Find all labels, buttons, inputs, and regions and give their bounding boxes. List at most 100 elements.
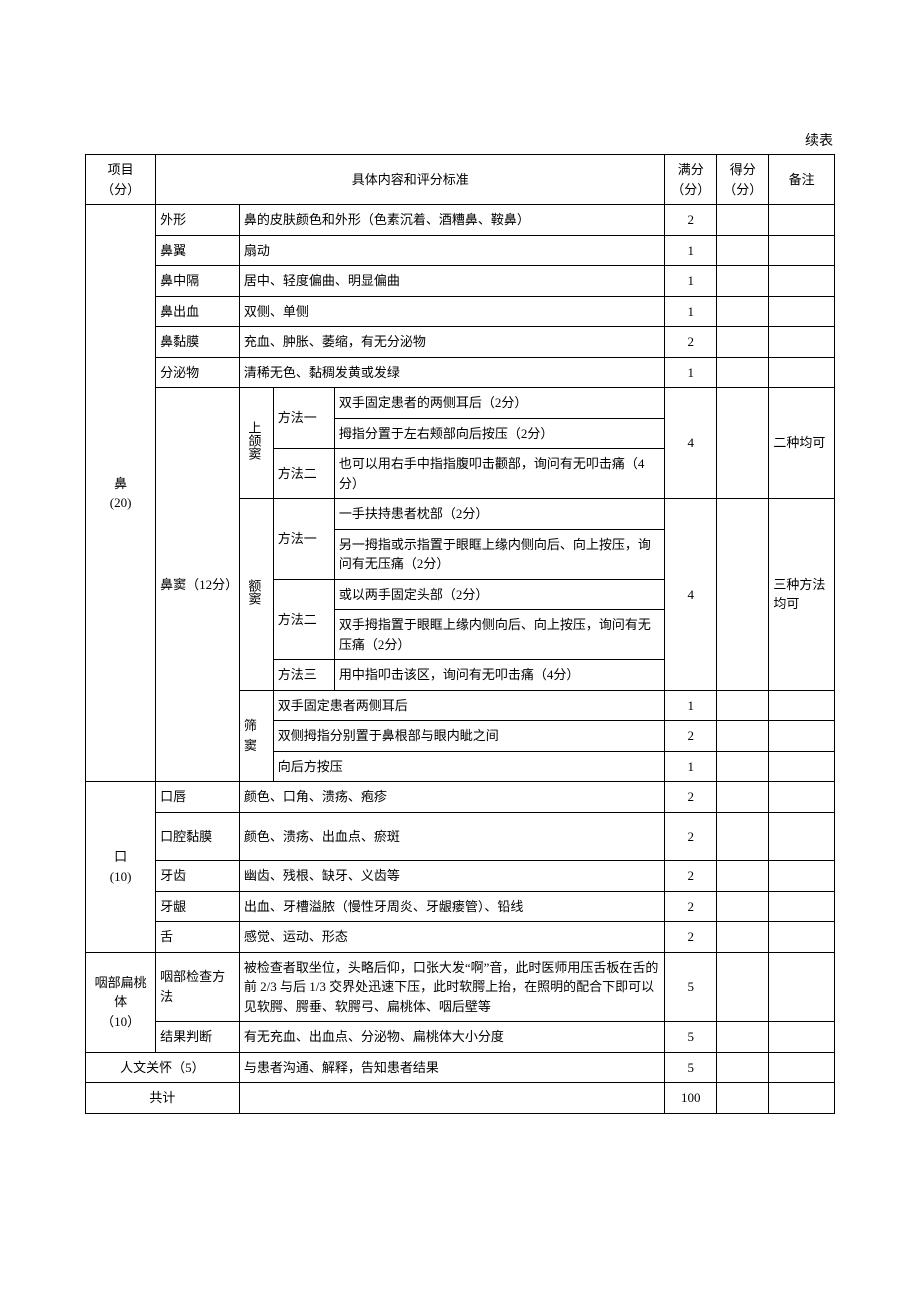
pharynx-result-content: 有无充血、出血点、分泌物、扁桃体大小分度 (239, 1022, 664, 1053)
humanistic-full: 5 (665, 1052, 717, 1083)
mouth-gum-full: 2 (665, 891, 717, 922)
mouth-mucosa-sub: 口腔黏膜 (156, 812, 240, 861)
maxillary-m1-a-content: 双手固定患者的两侧耳后（2分） (334, 388, 664, 419)
maxillary-note: 二种均可 (769, 388, 835, 499)
nose-mucosa-sub: 鼻黏膜 (156, 327, 240, 358)
mouth-gum-content: 出血、牙槽溢脓（慢性牙周炎、牙龈瘘管）、铅线 (239, 891, 664, 922)
pharynx-result-sub: 结果判断 (156, 1022, 240, 1053)
maxillary-m1-label: 方法一 (273, 388, 334, 449)
humanistic-row: 人文关怀（5） 与患者沟通、解释，告知患者结果 5 (86, 1052, 835, 1083)
nose-wing-sub: 鼻翼 (156, 235, 240, 266)
pharynx-result-row: 结果判断 有无充血、出血点、分泌物、扁桃体大小分度 5 (86, 1022, 835, 1053)
nose-mucosa-content: 充血、肿胀、萎缩，有无分泌物 (239, 327, 664, 358)
mouth-teeth-full: 2 (665, 861, 717, 892)
nose-septum-content: 居中、轻度偏曲、明显偏曲 (239, 266, 664, 297)
maxillary-full: 4 (665, 388, 717, 499)
nose-septum-sub: 鼻中隔 (156, 266, 240, 297)
frontal-m1-b-content: 另一拇指或示指置于眼眶上缘内侧向后、向上按压，询问有无压痛（2分） (334, 529, 664, 579)
pharynx-method-content: 被检查者取坐位，头略后仰，口张大发“啊”音，此时医师用压舌板在舌的前 2/3 与… (239, 952, 664, 1022)
frontal-m2-b-content: 双手拇指置于眼眶上缘内侧向后、向上按压，询问有无压痛（2分） (334, 610, 664, 660)
mouth-teeth-row: 牙齿 幽齿、残根、缺牙、义齿等 2 (86, 861, 835, 892)
col-item: 项目 （分） (86, 155, 156, 205)
total-row: 共计 100 (86, 1083, 835, 1114)
total-label: 共计 (86, 1083, 240, 1114)
nose-bleed-row: 鼻出血 双侧、单侧 1 (86, 296, 835, 327)
ethmoid-r3-full: 1 (665, 751, 717, 782)
total-full: 100 (665, 1083, 717, 1114)
continued-label: 续表 (85, 130, 835, 150)
nose-septum-full: 1 (665, 266, 717, 297)
col-score: 得分 （分） (717, 155, 769, 205)
nose-bleed-full: 1 (665, 296, 717, 327)
col-content: 具体内容和评分标准 (156, 155, 665, 205)
nose-secret-content: 清稀无色、黏稠发黄或发绿 (239, 357, 664, 388)
nose-mucosa-row: 鼻黏膜 充血、肿胀、萎缩，有无分泌物 2 (86, 327, 835, 358)
mouth-mucosa-row: 口腔黏膜 颜色、溃疡、出血点、瘀斑 2 (86, 812, 835, 861)
table-header-row: 项目 （分） 具体内容和评分标准 满分 （分） 得分 （分） 备注 (86, 155, 835, 205)
mouth-label: 口 (10) (86, 782, 156, 953)
frontal-note: 三种方法均可 (769, 499, 835, 691)
nose-wing-full: 1 (665, 235, 717, 266)
mouth-lips-sub: 口唇 (156, 782, 240, 813)
frontal-m2-label: 方法二 (273, 579, 334, 660)
mouth-lips-full: 2 (665, 782, 717, 813)
frontal-m1-label: 方法一 (273, 499, 334, 580)
nose-shape-score (717, 205, 769, 236)
nose-shape-row: 鼻 (20) 外形 鼻的皮肤颜色和外形（色素沉着、酒糟鼻、鞍鼻） 2 (86, 205, 835, 236)
humanistic-content: 与患者沟通、解释，告知患者结果 (239, 1052, 664, 1083)
nose-bleed-content: 双侧、单侧 (239, 296, 664, 327)
frontal-m1-a-content: 一手扶持患者枕部（2分） (334, 499, 664, 530)
col-full: 满分 （分） (665, 155, 717, 205)
mouth-gum-sub: 牙龈 (156, 891, 240, 922)
pharynx-result-full: 5 (665, 1022, 717, 1053)
maxillary-label: 上颌窦 (239, 388, 273, 499)
nose-wing-content: 扇动 (239, 235, 664, 266)
ethmoid-r1-full: 1 (665, 690, 717, 721)
maxillary-m1-b-content: 拇指分置于左右颊部向后按压（2分） (334, 418, 664, 449)
maxillary-m2-label: 方法二 (273, 449, 334, 499)
nose-shape-full: 2 (665, 205, 717, 236)
mouth-mucosa-full: 2 (665, 812, 717, 861)
ethmoid-r2-content: 双侧拇指分别置于鼻根部与眼内眦之间 (273, 721, 664, 752)
nose-bleed-sub: 鼻出血 (156, 296, 240, 327)
frontal-m3-content: 用中指叩击该区，询问有无叩击痛（4分） (334, 660, 664, 691)
nose-wing-row: 鼻翼 扇动 1 (86, 235, 835, 266)
col-note: 备注 (769, 155, 835, 205)
ethmoid-label: 筛窦 (239, 690, 273, 782)
ethmoid-r2-full: 2 (665, 721, 717, 752)
total-content (239, 1083, 664, 1114)
nose-shape-content: 鼻的皮肤颜色和外形（色素沉着、酒糟鼻、鞍鼻） (239, 205, 664, 236)
ethmoid-r3-content: 向后方按压 (273, 751, 664, 782)
mouth-mucosa-content: 颜色、溃疡、出血点、瘀斑 (239, 812, 664, 861)
frontal-full: 4 (665, 499, 717, 691)
scoring-table: 项目 （分） 具体内容和评分标准 满分 （分） 得分 （分） 备注 鼻 (20)… (85, 154, 835, 1114)
ethmoid-r1-content: 双手固定患者两侧耳后 (273, 690, 664, 721)
pharynx-label: 咽部扁桃体 （10） (86, 952, 156, 1052)
mouth-tongue-full: 2 (665, 922, 717, 953)
sinus-label: 鼻窦（12分） (156, 388, 240, 782)
humanistic-label: 人文关怀（5） (86, 1052, 240, 1083)
nose-secret-full: 1 (665, 357, 717, 388)
nose-shape-note (769, 205, 835, 236)
mouth-tongue-sub: 舌 (156, 922, 240, 953)
mouth-lips-row: 口 (10) 口唇 颜色、口角、溃疡、疱疹 2 (86, 782, 835, 813)
mouth-tongue-content: 感觉、运动、形态 (239, 922, 664, 953)
pharynx-method-row: 咽部扁桃体 （10） 咽部检查方法 被检查者取坐位，头略后仰，口张大发“啊”音，… (86, 952, 835, 1022)
pharynx-method-full: 5 (665, 952, 717, 1022)
nose-mucosa-full: 2 (665, 327, 717, 358)
mouth-gum-row: 牙龈 出血、牙槽溢脓（慢性牙周炎、牙龈瘘管）、铅线 2 (86, 891, 835, 922)
nose-septum-row: 鼻中隔 居中、轻度偏曲、明显偏曲 1 (86, 266, 835, 297)
nose-label: 鼻 (20) (86, 205, 156, 782)
mouth-tongue-row: 舌 感觉、运动、形态 2 (86, 922, 835, 953)
frontal-m3-label: 方法三 (273, 660, 334, 691)
nose-shape-sub: 外形 (156, 205, 240, 236)
maxillary-m1-a: 鼻窦（12分） 上颌窦 方法一 双手固定患者的两侧耳后（2分） 4 二种均可 (86, 388, 835, 419)
maxillary-m2-content: 也可以用右手中指指腹叩击颧部，询问有无叩击痛（4分） (334, 449, 664, 499)
frontal-label: 额窦 (239, 499, 273, 691)
pharynx-method-sub: 咽部检查方法 (156, 952, 240, 1022)
nose-secret-sub: 分泌物 (156, 357, 240, 388)
mouth-teeth-sub: 牙齿 (156, 861, 240, 892)
nose-secret-row: 分泌物 清稀无色、黏稠发黄或发绿 1 (86, 357, 835, 388)
frontal-m2-a-content: 或以两手固定头部（2分） (334, 579, 664, 610)
mouth-lips-content: 颜色、口角、溃疡、疱疹 (239, 782, 664, 813)
